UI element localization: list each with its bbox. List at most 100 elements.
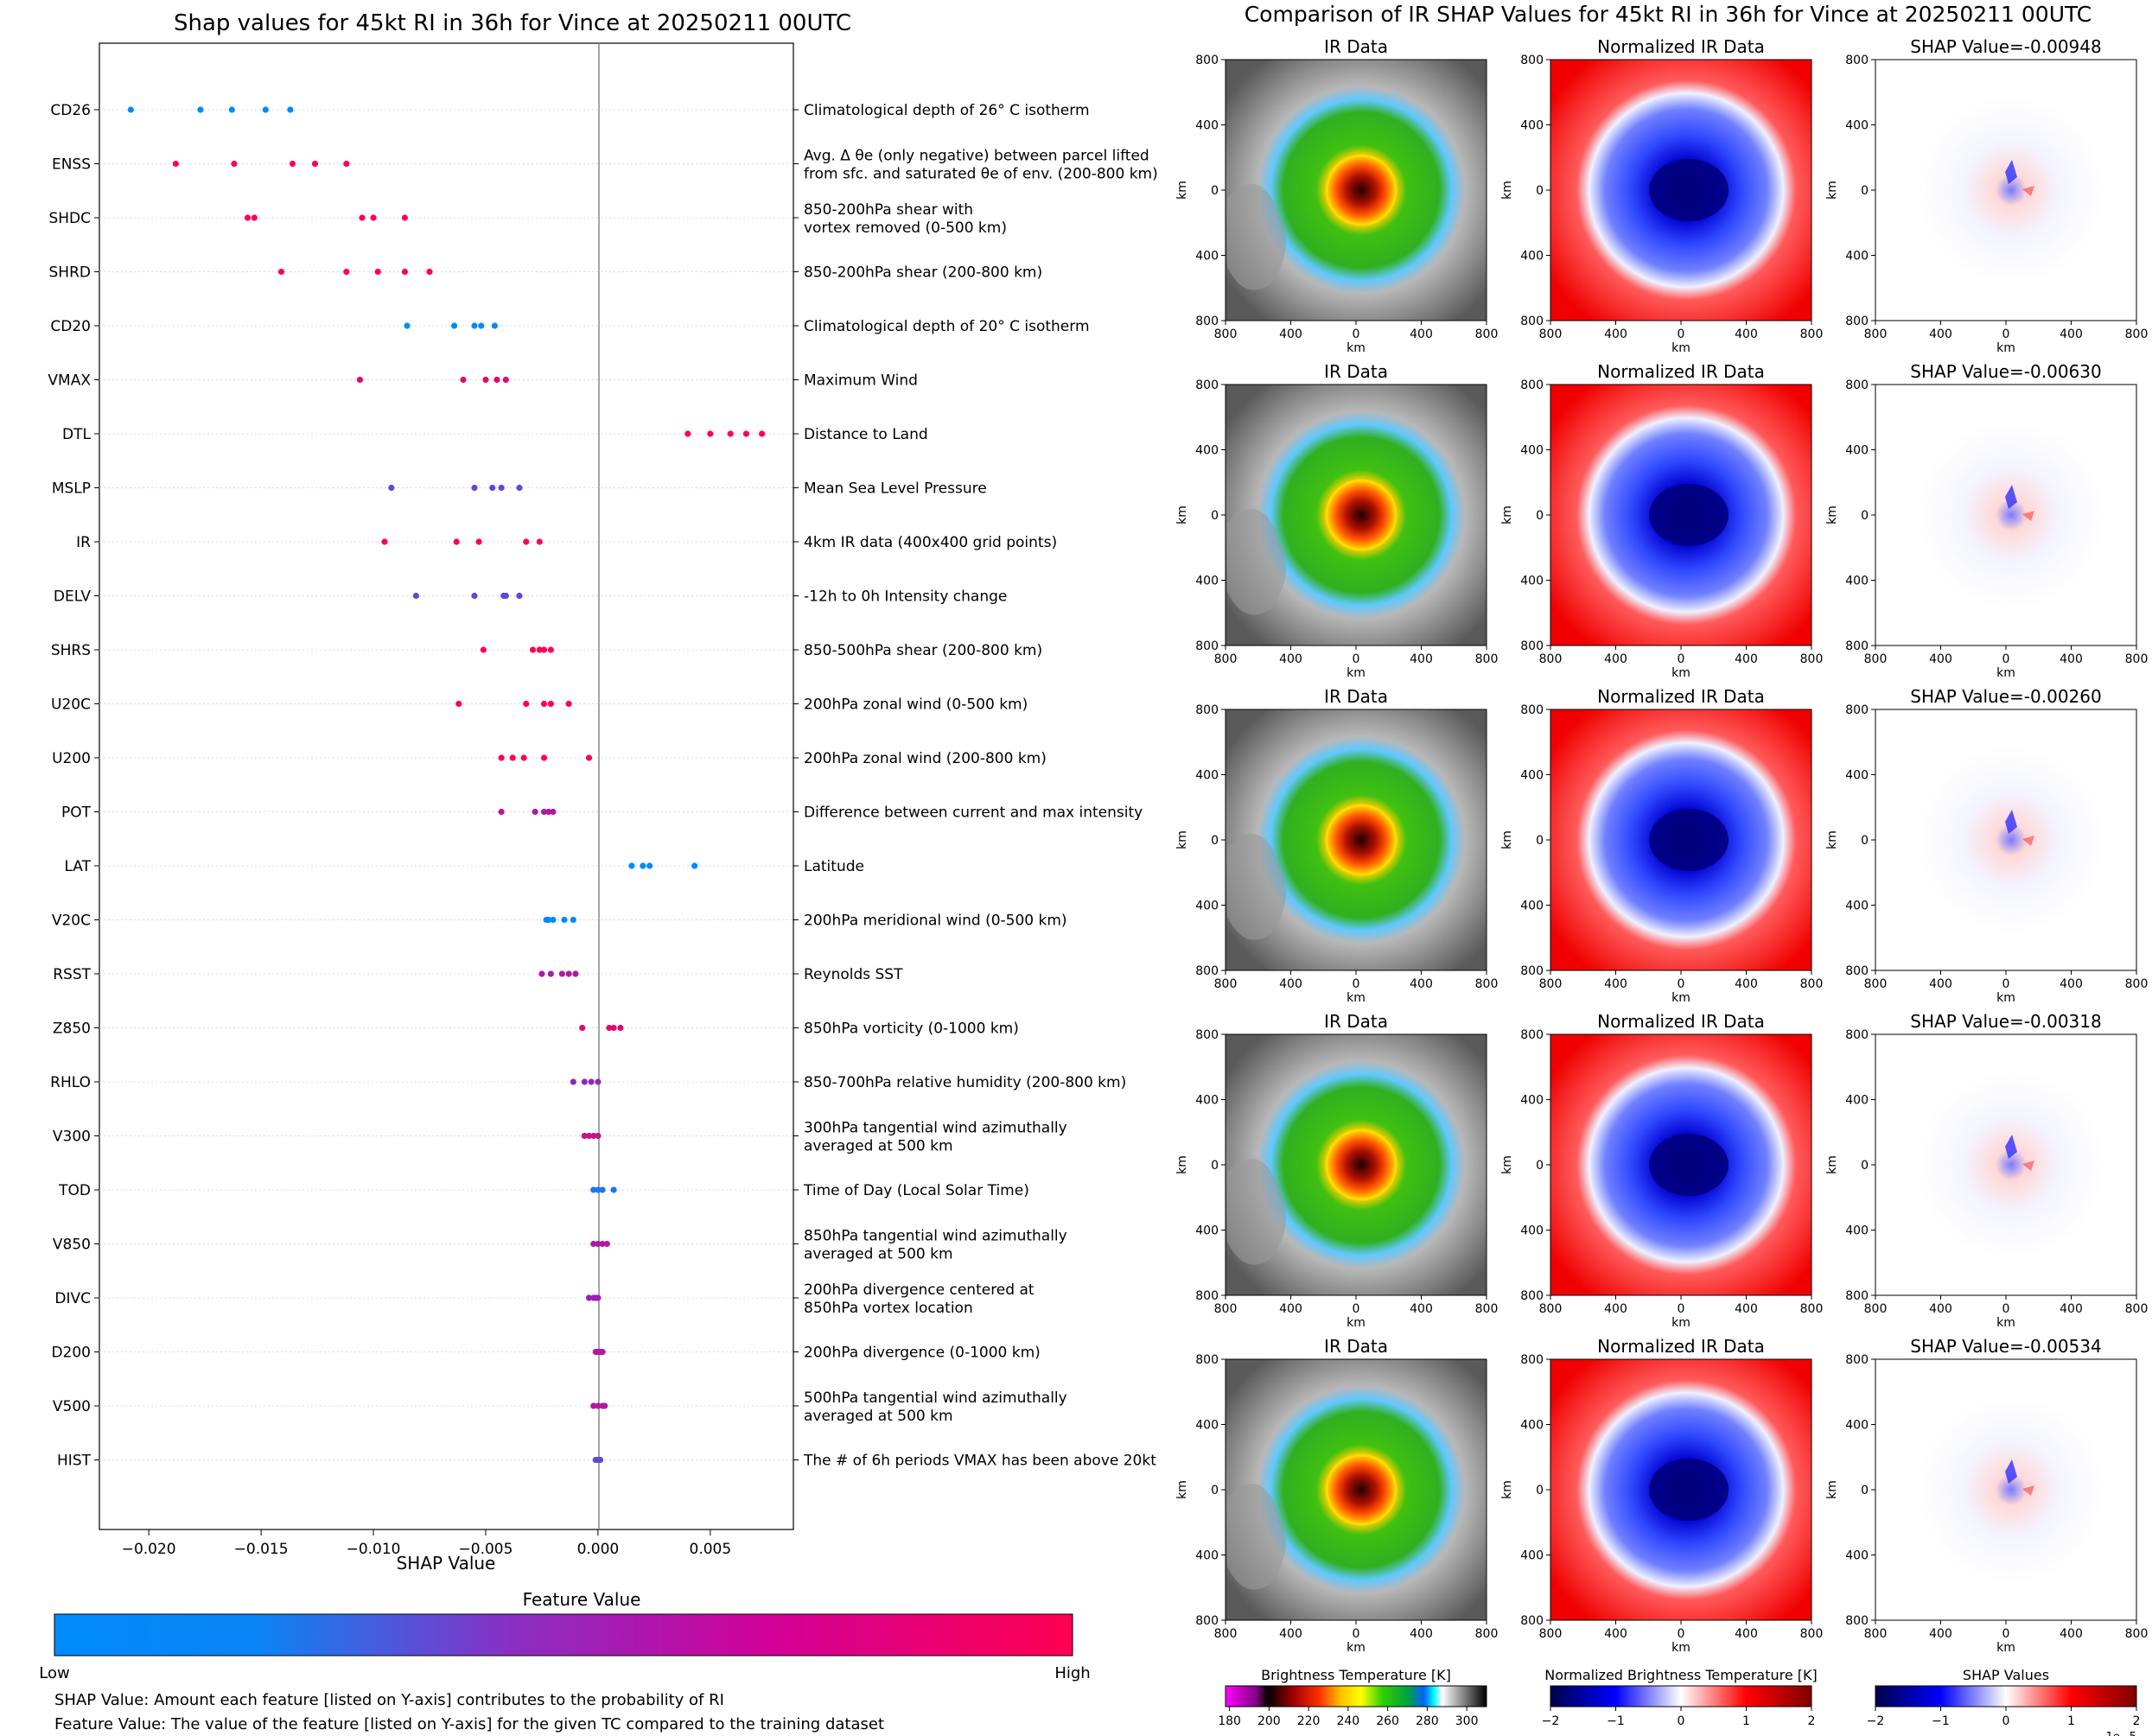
shap-point (127, 106, 134, 113)
shap-feature (2005, 160, 2017, 184)
feature-description: 850hPa vorticity (0-1000 km) (804, 1021, 1019, 1038)
shap-point (603, 1240, 610, 1248)
panel-y-tick-label: 400 (1195, 900, 1219, 913)
right-figure-title: Comparison of IR SHAP Values for 45kt RI… (1245, 2, 2092, 27)
panel-y-tick-label: 400 (1845, 769, 1869, 783)
ir-panel: SHAP Value=-0.00534800800400400004004008… (1825, 1336, 2148, 1655)
panel-x-tick-label: 400 (2060, 327, 2083, 341)
panel-y-tick-label: 800 (1845, 703, 1869, 717)
shap-point (727, 430, 734, 437)
panel-y-tick-label: 400 (1845, 575, 1869, 588)
feature-description: Time of Day (Local Solar Time) (803, 1182, 1029, 1199)
shap-feature (2005, 485, 2017, 509)
panel-y-tick-label: 0 (1536, 184, 1544, 198)
panel-y-tick-label: 400 (1845, 119, 1869, 133)
panel-x-tick-label: 0 (1353, 977, 1360, 991)
colorbar-tick-label: 240 (1336, 1714, 1359, 1728)
colorbar-title: Brightness Temperature [K] (1261, 1667, 1451, 1683)
panel-x-tick-label: 400 (2060, 652, 2083, 666)
panel-x-tick-label: 800 (2125, 652, 2149, 666)
panel-x-tick-label: 0 (2002, 1302, 2010, 1316)
panel-x-tick-label: 800 (1800, 327, 1824, 341)
ir-panel: Normalized IR Data8008004004000040040080… (1500, 1011, 1823, 1330)
panel-x-tick-label: 800 (2125, 977, 2149, 991)
x-tick-label: −0.020 (122, 1541, 176, 1558)
feature-description-line: Avg. Δ θe (only negative) between parcel… (804, 148, 1149, 165)
x-tick-label: −0.010 (347, 1541, 401, 1558)
panel-x-tick-label: 800 (1539, 977, 1563, 991)
panel-y-tick-label: 800 (1195, 639, 1219, 653)
shap-point (572, 970, 579, 977)
ir-panel: Normalized IR Data8008004004000040040080… (1500, 1336, 1823, 1655)
left-chart-title: Shap values for 45kt RI in 36h for Vince… (174, 10, 851, 36)
shap-point (356, 376, 364, 384)
shap-point (426, 268, 433, 276)
feature-label: V850 (53, 1237, 91, 1254)
panel-y-tick-label: 400 (1520, 119, 1544, 133)
ir-panel: SHAP Value=-0.00260800800400400004004008… (1825, 686, 2148, 1005)
panel-y-tick-label: 0 (1536, 1484, 1544, 1498)
panel-x-tick-label: 0 (1678, 1627, 1685, 1641)
panel-title: IR Data (1324, 361, 1388, 382)
panel-y-axis-label: km (1175, 506, 1189, 525)
panel-x-tick-label: 400 (1279, 977, 1302, 991)
shap-point (684, 430, 691, 437)
shap-point (401, 268, 409, 276)
feature-label: V500 (53, 1398, 91, 1415)
shap-point (538, 970, 545, 977)
cloud-band (1227, 1484, 1286, 1590)
shap-feature (2005, 1459, 2017, 1484)
shap-point (585, 1132, 593, 1140)
panel-y-tick-label: 800 (1195, 1614, 1219, 1628)
panel-x-tick-label: 400 (1735, 652, 1758, 666)
shap-point (585, 1294, 593, 1301)
feature-label: IR (76, 534, 91, 551)
panel-image (1875, 1034, 2136, 1295)
panel-x-tick-label: 400 (1279, 652, 1302, 666)
panel-y-tick-label: 800 (1520, 54, 1544, 67)
feature-label: RHLO (50, 1074, 91, 1091)
panel-y-tick-label: 400 (1845, 1549, 1869, 1563)
feature-description: 200hPa zonal wind (200-800 km) (804, 750, 1047, 767)
shap-point (599, 1186, 606, 1193)
panel-y-axis-label: km (1500, 181, 1514, 200)
panel-x-tick-label: 0 (1678, 1302, 1685, 1316)
shap-point (646, 862, 653, 869)
feature-description-line: averaged at 500 km (804, 1138, 953, 1155)
colorbar-tick-label: −1 (1932, 1714, 1950, 1728)
panel-x-tick-label: 400 (1410, 1302, 1433, 1316)
panel-x-tick-label: 800 (1864, 327, 1888, 341)
panel-x-axis-label: km (1996, 991, 2015, 1005)
shap-point (606, 1024, 613, 1032)
panel-title: Normalized IR Data (1597, 361, 1765, 382)
shap-point (404, 322, 411, 329)
x-axis-ticks: −0.020 −0.015 −0.010 −0.005 0.000 0.005 (122, 1529, 731, 1558)
panel-x-axis-label: km (1996, 1316, 2015, 1330)
shap-point (498, 754, 505, 761)
shap-point (523, 700, 530, 708)
panel-x-tick-label: 400 (1929, 1627, 1952, 1641)
shap-point (412, 592, 420, 600)
shap-point (610, 1024, 617, 1032)
panel-x-tick-label: 400 (1929, 652, 1952, 666)
shap-point (536, 646, 543, 653)
colorbar-tick-label: 180 (1218, 1714, 1241, 1728)
x-tick-label: 0.000 (577, 1541, 620, 1558)
panel-x-axis-label: km (1671, 1641, 1690, 1655)
feature-description-line: 200hPa divergence centered at (804, 1281, 1035, 1299)
panel-y-tick-label: 800 (1520, 964, 1544, 978)
feature-description-line: averaged at 500 km (804, 1246, 953, 1263)
shap-point (509, 754, 516, 761)
shap-point (388, 484, 395, 492)
feature-description: 200hPa divergence (0-1000 km) (804, 1345, 1041, 1362)
shap-point (595, 1294, 602, 1301)
panel-x-tick-label: 800 (1800, 977, 1824, 991)
colorbar-tick-label: 260 (1376, 1714, 1399, 1728)
colorbar-title: Feature Value (523, 1589, 641, 1610)
panel-x-tick-label: 800 (2125, 327, 2149, 341)
panel-y-tick-label: 400 (1845, 900, 1869, 913)
cold-core (1649, 484, 1729, 546)
panel-title: IR Data (1324, 1011, 1388, 1032)
panel-y-tick-label: 800 (1845, 378, 1869, 392)
